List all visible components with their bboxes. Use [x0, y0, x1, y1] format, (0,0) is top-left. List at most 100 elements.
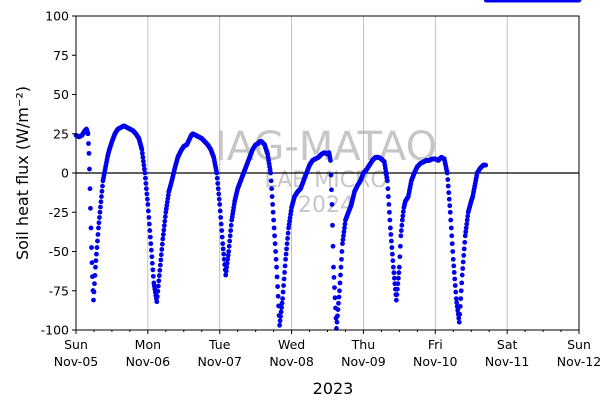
data-point: [96, 225, 101, 231]
data-point: [150, 267, 156, 273]
data-point: [225, 253, 231, 258]
x-tick-date: Nov-11: [485, 354, 529, 369]
data-point: [224, 264, 230, 270]
data-point: [460, 259, 466, 265]
data-point: [143, 186, 149, 192]
data-point: [448, 217, 454, 223]
data-point: [448, 225, 454, 231]
data-point: [216, 191, 222, 197]
data-point: [391, 270, 397, 276]
data-point: [456, 315, 462, 321]
data-point: [89, 245, 94, 250]
data-point: [155, 288, 161, 294]
data-point: [461, 246, 467, 252]
data-point: [160, 232, 166, 237]
x-tick-date: Nov-09: [341, 354, 386, 369]
data-point: [144, 196, 150, 202]
data-point: [457, 304, 463, 309]
data-point: [340, 241, 345, 247]
data-point: [387, 225, 393, 231]
data-point: [332, 285, 337, 291]
data-point: [445, 177, 451, 182]
data-point: [158, 252, 164, 258]
data-point: [398, 228, 404, 233]
data-point: [337, 280, 343, 286]
data-point: [98, 204, 103, 210]
data-point: [449, 241, 455, 247]
data-point: [385, 194, 391, 199]
data-point: [400, 213, 406, 219]
data-point: [334, 319, 340, 325]
data-point: [146, 215, 152, 220]
data-point: [269, 186, 275, 192]
data-point: [148, 241, 154, 247]
data-point: [283, 251, 289, 257]
x-tick-date: Nov-05: [54, 354, 98, 369]
data-point: [384, 178, 390, 184]
data-point: [388, 232, 394, 237]
data-point: [462, 239, 468, 245]
watermark-line-2: LAB MICRO: [264, 168, 387, 193]
data-point: [390, 258, 396, 264]
data-point: [396, 270, 402, 276]
data-point: [446, 190, 452, 196]
data-point: [146, 221, 152, 227]
data-point: [97, 215, 102, 220]
data-point: [228, 222, 234, 228]
y-tick-label: 75: [53, 48, 69, 63]
data-point: [99, 188, 105, 194]
data-point: [161, 223, 167, 228]
y-tick-label: -75: [49, 283, 69, 298]
data-point: [282, 263, 288, 269]
data-point: [87, 166, 92, 172]
data-point: [459, 280, 465, 286]
data-point: [159, 241, 165, 247]
data-point: [285, 230, 291, 236]
data-point: [483, 162, 489, 168]
data-point: [391, 275, 397, 281]
data-point: [158, 257, 164, 263]
data-point: [454, 300, 460, 305]
data-point: [224, 260, 230, 266]
data-point: [220, 246, 226, 252]
data-point: [463, 225, 469, 231]
data-point: [338, 272, 343, 278]
data-points: [73, 0, 582, 331]
data-point: [218, 215, 224, 220]
data-point: [447, 209, 453, 215]
data-point: [92, 273, 98, 278]
data-point: [450, 249, 456, 254]
data-point: [144, 191, 150, 197]
data-point: [339, 249, 345, 254]
data-point: [272, 241, 278, 247]
data-point: [281, 283, 286, 288]
data-point: [400, 209, 406, 215]
data-point: [156, 278, 162, 284]
data-point: [145, 202, 151, 207]
x-tick-weekday: Tue: [208, 337, 231, 352]
data-point: [225, 256, 231, 262]
x-tick-date: Nov-10: [413, 354, 458, 369]
data-point: [95, 232, 101, 237]
data-point: [157, 262, 163, 268]
data-point: [274, 264, 279, 270]
watermark: IAG-MATAO LAB MICRO 2024: [215, 124, 437, 218]
data-point: [87, 186, 93, 192]
data-point: [341, 229, 347, 235]
data-point: [453, 296, 459, 301]
data-point: [269, 194, 275, 199]
data-point: [336, 300, 341, 306]
data-point: [145, 208, 151, 214]
data-point: [162, 214, 168, 220]
data-point: [271, 225, 277, 231]
data-point: [272, 233, 278, 239]
y-tick-label: 100: [45, 9, 69, 24]
data-point: [92, 281, 97, 287]
data-point: [93, 258, 99, 264]
data-point: [329, 187, 334, 193]
data-point: [154, 294, 160, 299]
data-point: [395, 281, 401, 287]
y-axis: 100 75 50 25 0 -25 -50 -75 -100: [41, 9, 76, 338]
data-point: [95, 238, 100, 244]
